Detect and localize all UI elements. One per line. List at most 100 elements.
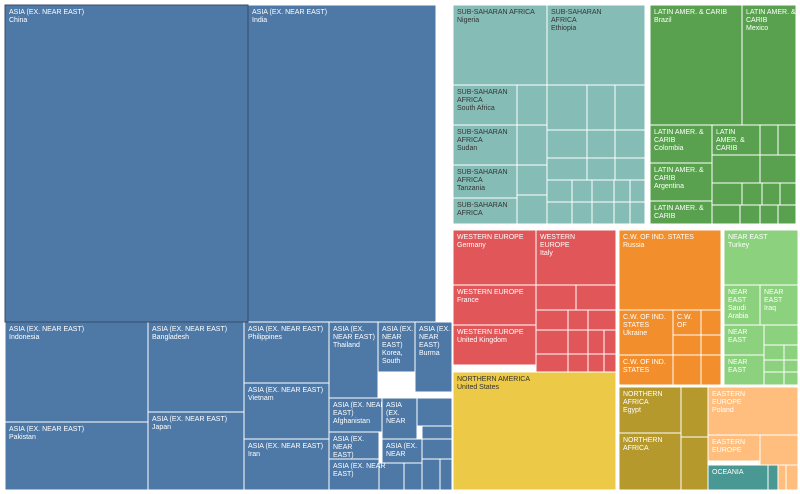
treemap-cell-western-europe bbox=[567, 329, 589, 355]
treemap-cell-sub-saharan-africa bbox=[613, 179, 631, 203]
cell-region-label: STATES bbox=[623, 367, 650, 374]
cell-country-label: China bbox=[9, 17, 27, 24]
treemap-cell-c-w-of-ind-states bbox=[700, 354, 722, 386]
cell-region-label: NORTHERN AMERICA bbox=[457, 376, 530, 383]
treemap-cell-oceania bbox=[767, 464, 779, 491]
treemap-cell-sub-saharan-africa bbox=[571, 201, 593, 225]
cell-region-label: NEAR EAST bbox=[728, 234, 768, 241]
treemap-cell-eastern-europe bbox=[759, 434, 799, 466]
cell-country-label: Mexico bbox=[746, 25, 768, 32]
cell-region-label: NORTHERN bbox=[623, 437, 663, 444]
treemap-cell-sub-saharan-africa bbox=[546, 129, 588, 159]
cell-region-label: ASIA (EX. NEAR EAST) bbox=[9, 9, 84, 16]
treemap-cell-near-east bbox=[763, 359, 785, 373]
treemap-cell-iraq bbox=[759, 284, 799, 326]
cell-region-label: EUROPE bbox=[712, 447, 742, 454]
cell-region-label: NORTHERN bbox=[623, 391, 663, 398]
cell-country-label: Arabia bbox=[728, 313, 748, 320]
cell-region-label: WESTERN EUROPE bbox=[457, 289, 524, 296]
cell-region-label: EUROPE bbox=[712, 399, 742, 406]
treemap-cell-latin-amer-carib bbox=[759, 154, 797, 184]
treemap-cell-c-w-of-ind-states bbox=[672, 354, 702, 386]
treemap-cell-northern-africa bbox=[680, 436, 709, 491]
treemap-cell-argentina bbox=[649, 162, 713, 202]
cell-region-label: SUB-SAHARAN AFRICA bbox=[457, 9, 535, 16]
treemap-cell-asia-ex-near-east bbox=[381, 397, 418, 440]
treemap-cell-asia-ex-near-east bbox=[328, 458, 380, 491]
treemap-cell-brazil bbox=[649, 4, 743, 126]
treemap-cell-asia-ex-near-east bbox=[328, 431, 380, 460]
cell-country-label: Egypt bbox=[623, 407, 641, 414]
cell-region-label: AMER. & bbox=[716, 137, 745, 144]
cell-region-label: EAST) bbox=[333, 452, 354, 459]
treemap-cell-turkey bbox=[723, 229, 799, 286]
treemap-cell-western-europe bbox=[603, 353, 617, 373]
cell-region-label: SUB-SAHARAN bbox=[457, 202, 508, 209]
cell-country-label: United Kingdom bbox=[457, 337, 507, 344]
cell-region-label: NEAR bbox=[728, 329, 747, 336]
treemap-cell-c-w-of-ind-states bbox=[700, 309, 722, 336]
cell-region-label: OF bbox=[677, 322, 687, 329]
treemap-cell-burma bbox=[414, 321, 453, 393]
treemap-cell-china bbox=[4, 4, 249, 323]
cell-region-label: EAST bbox=[728, 367, 747, 374]
cell-country-label: Bangladesh bbox=[152, 334, 189, 341]
treemap-cell-eastern-europe bbox=[707, 434, 761, 462]
cell-region-label: NEAR EAST) bbox=[333, 334, 375, 341]
cell-region-label: ASIA (EX. NEAR EAST) bbox=[248, 326, 323, 333]
treemap-cell-sub-saharan-africa bbox=[546, 179, 573, 203]
treemap-cell-asia-ex-near-east bbox=[421, 438, 453, 460]
cell-region-label: OCEANIA bbox=[712, 469, 744, 476]
cell-country-label: Sudan bbox=[457, 145, 477, 152]
cell-region-label: SUB-SAHARAN bbox=[551, 9, 602, 16]
treemap-cell-sub-saharan-africa bbox=[546, 157, 588, 181]
treemap-cell-latin-amer-carib bbox=[711, 124, 761, 156]
cell-region-label: EAST) bbox=[333, 471, 354, 478]
cell-region-label: C.W. OF IND. bbox=[623, 314, 666, 321]
treemap-cell-asia-ex-near-east bbox=[381, 438, 423, 464]
treemap-cell-sub-saharan-africa bbox=[586, 129, 616, 159]
treemap-cell-sub-saharan-africa bbox=[614, 157, 646, 181]
treemap-cell-india bbox=[247, 4, 437, 323]
cell-region-label: NEAR bbox=[728, 289, 747, 296]
cell-region-label: C.W. OF IND. bbox=[623, 359, 666, 366]
treemap-cell-western-europe bbox=[603, 329, 617, 355]
treemap-cell-ukraine bbox=[618, 309, 674, 356]
cell-region-label: LATIN AMER. & bbox=[654, 205, 704, 212]
treemap-cell-asia-ex-near-east bbox=[416, 397, 453, 427]
cell-region-label: EASTERN bbox=[712, 391, 745, 398]
cell-region-label: NEAR bbox=[386, 418, 405, 425]
cell-region-label: NEAR bbox=[386, 451, 405, 458]
treemap-cell-asia-ex-near-east bbox=[421, 458, 441, 491]
treemap-cell-northern-africa bbox=[618, 432, 682, 491]
cell-country-label: Vietnam bbox=[248, 395, 274, 402]
treemap-cell-ethiopia bbox=[546, 4, 646, 86]
cell-region-label: AFRICA bbox=[457, 97, 483, 104]
treemap-cell-vietnam bbox=[243, 382, 330, 440]
cell-region-label: EAST) bbox=[333, 410, 354, 417]
cell-region-label: EAST bbox=[728, 297, 747, 304]
cell-region-label: ASIA (EX. bbox=[419, 326, 450, 333]
cell-region-label: CARIB bbox=[746, 17, 768, 24]
treemap-cell-tanzania bbox=[452, 164, 518, 199]
cell-region-label: LATIN AMER. & bbox=[654, 167, 704, 174]
cell-region-label: NEAR bbox=[382, 334, 401, 341]
treemap-cell-western-europe bbox=[587, 353, 605, 373]
cell-region-label: ASIA (EX. bbox=[382, 326, 413, 333]
treemap-cell-sub-saharan-africa bbox=[516, 194, 548, 225]
treemap-cell-sub-saharan-africa bbox=[546, 201, 573, 225]
cell-region-label: STATES bbox=[623, 322, 650, 329]
treemap-cell-asia-ex-near-east bbox=[421, 425, 453, 440]
cell-region-label: (EX. bbox=[386, 410, 400, 417]
treemap-cell-pakistan bbox=[4, 421, 149, 491]
treemap-cell-france bbox=[452, 284, 537, 326]
treemap-cell-northern-africa bbox=[680, 386, 709, 438]
cell-region-label: EAST bbox=[764, 297, 783, 304]
cell-country-label: Burma bbox=[419, 350, 440, 357]
treemap-cell-latin-amer-carib bbox=[759, 124, 779, 156]
cell-country-label: France bbox=[457, 297, 479, 304]
treemap-cell-japan bbox=[147, 411, 245, 491]
treemap-cell-sub-saharan-africa bbox=[586, 84, 616, 131]
treemap-cell-united-kingdom bbox=[452, 324, 537, 366]
